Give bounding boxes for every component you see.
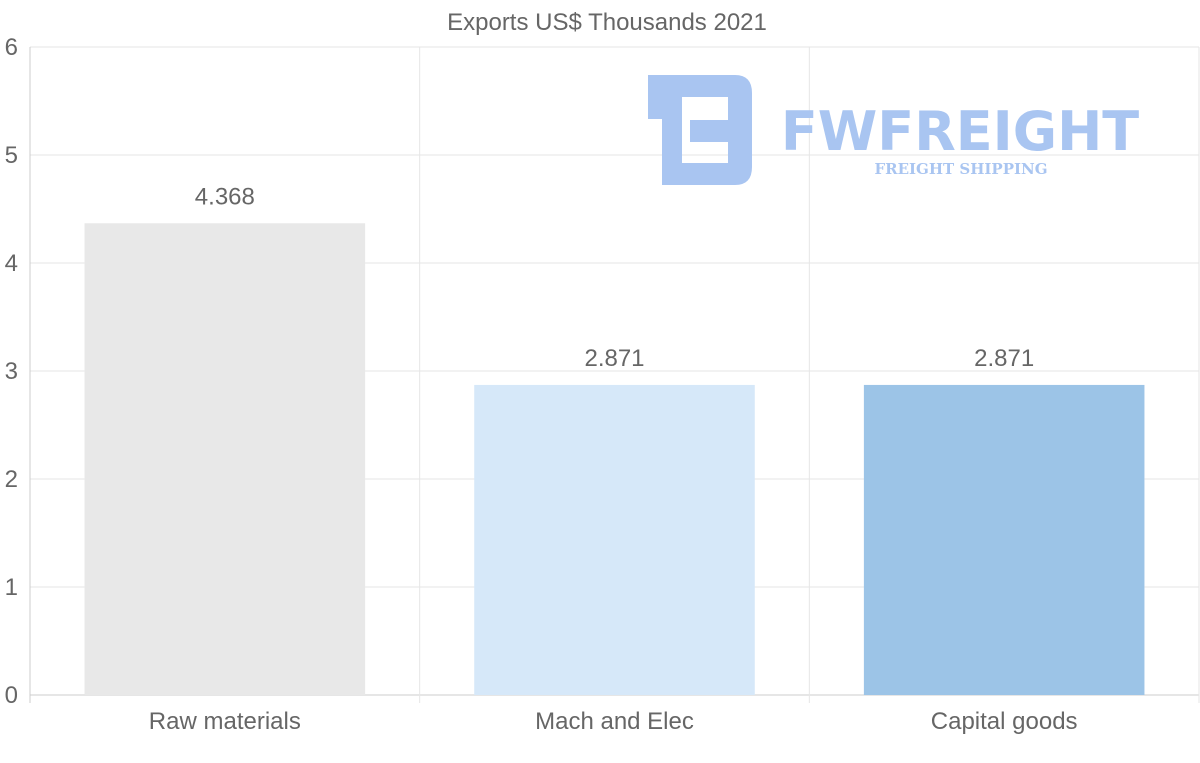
y-tick-label: 4: [5, 250, 18, 277]
y-axis-ticks: 0 1 2 3 4 5 6: [5, 34, 18, 709]
watermark-logo: FWFREIGHT FREIGHT SHIPPING: [648, 75, 1139, 185]
y-tick-label: 1: [5, 574, 18, 601]
x-tick-label: Capital goods: [931, 708, 1078, 735]
watermark-brand: FWFREIGHT: [781, 100, 1139, 163]
value-labels: 4.368 2.871 2.871: [195, 183, 1034, 372]
chart-title: Exports US$ Thousands 2021: [447, 9, 767, 36]
bars: [84, 223, 1145, 696]
y-tick-label: 3: [5, 358, 18, 385]
watermark-tagline: FREIGHT SHIPPING: [874, 160, 1047, 178]
bar-raw-materials[interactable]: [84, 223, 366, 696]
bar-value-label: 2.871: [584, 345, 644, 372]
bar-value-label: 2.871: [974, 345, 1034, 372]
bar-value-label: 4.368: [195, 183, 255, 210]
x-tick-label: Raw materials: [149, 708, 301, 735]
y-tick-label: 5: [5, 142, 18, 169]
bar-mach-and-elec[interactable]: [474, 384, 755, 695]
bar-capital-goods[interactable]: [863, 384, 1145, 695]
x-axis-ticks: Raw materials Mach and Elec Capital goods: [149, 708, 1078, 735]
fw-logo-icon: [648, 75, 752, 185]
y-tick-label: 6: [5, 34, 18, 61]
y-tick-label: 2: [5, 466, 18, 493]
y-tick-label: 0: [5, 682, 18, 709]
x-tick-label: Mach and Elec: [535, 708, 694, 735]
